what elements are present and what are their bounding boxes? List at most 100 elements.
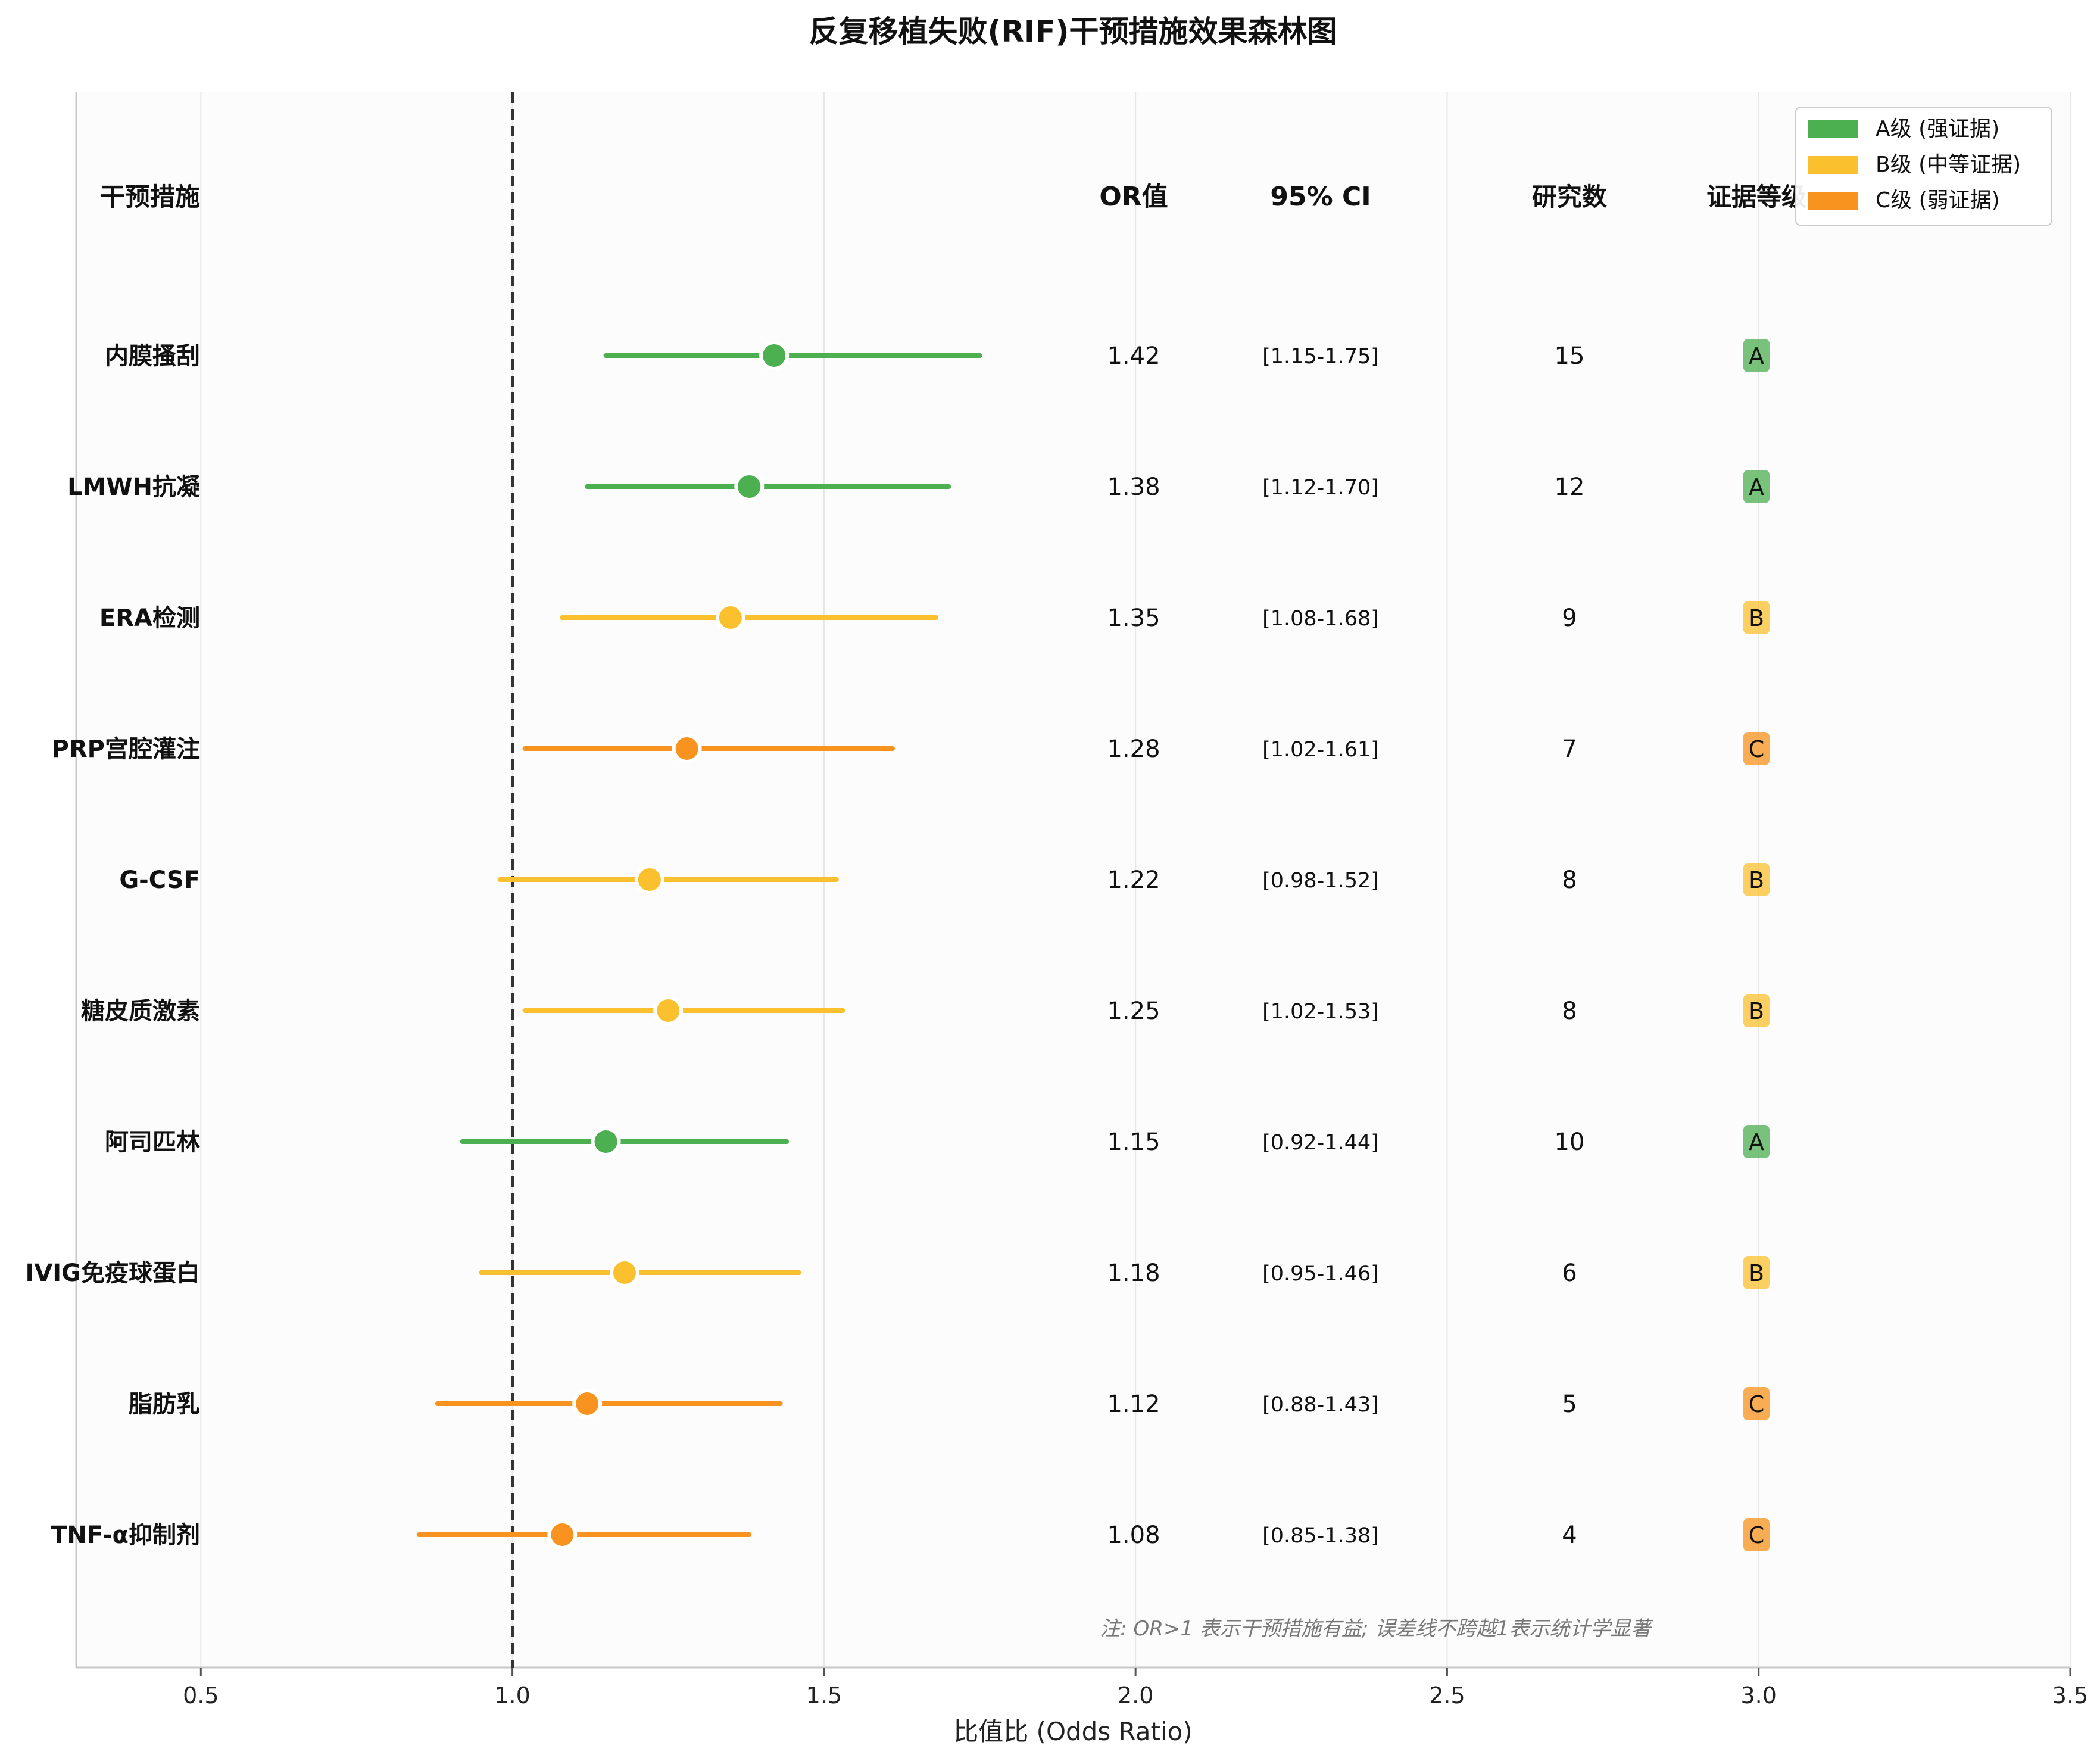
or-point-marker [672,734,702,763]
row-or-value: 1.22 [1107,867,1160,894]
x-tick-label: 3.5 [2052,1682,2088,1709]
row-or-value: 1.18 [1107,1260,1160,1287]
study-row: TNF-α抑制剂 1.08 [0.85-1.38] 4 C [51,1518,1770,1551]
grade-badge-label: A [1749,474,1764,500]
x-tick-label: 0.5 [183,1682,219,1709]
row-ci-value: [0.95-1.46] [1262,1262,1379,1286]
row-intervention-label: 内膜搔刮 [105,342,200,370]
grade-badge-label: B [1749,998,1764,1024]
or-point-marker [734,472,765,501]
study-row: 糖皮质激素 1.25 [1.02-1.53] 8 B [81,994,1770,1027]
study-row: G-CSF 1.22 [0.98-1.52] 8 B [119,863,1770,896]
row-study-count: 4 [1562,1522,1577,1549]
grade-badge [1743,732,1770,765]
header-ci: 95% CI [1270,182,1371,212]
row-intervention-label: PRP宫腔灌注 [52,735,200,763]
legend-label-c: C级 (弱证据) [1876,188,2000,213]
study-row: 内膜搔刮 1.42 [1.15-1.75] 15 A [105,339,1770,372]
header-intervention: 干预措施 [100,182,200,211]
x-tick-label: 2.0 [1118,1682,1153,1709]
row-study-count: 15 [1555,342,1585,370]
grade-badge-label: B [1749,605,1764,631]
header-grade: 证据等级 [1706,182,1806,211]
chart-title: 反复移植失败(RIF)干预措施效果森林图 [809,14,1337,49]
or-point-marker [547,1520,578,1550]
row-or-value: 1.38 [1107,473,1160,501]
row-study-count: 8 [1562,867,1577,894]
row-study-count: 9 [1562,604,1577,632]
grade-badge [1743,339,1770,372]
footnote: 注: OR>1 表示干预措施有益; 误差线不跨越1表示统计学显著 [1100,1617,1653,1641]
legend-swatch-a [1808,120,1858,138]
row-ci-value: [1.15-1.75] [1262,345,1379,369]
row-ci-value: [1.08-1.68] [1262,607,1379,631]
study-row: ERA检测 1.35 [1.08-1.68] 9 B [99,601,1770,634]
row-ci-value: [1.12-1.70] [1262,476,1379,500]
grade-badge [1743,1518,1770,1551]
row-intervention-label: 阿司匹林 [105,1129,200,1156]
legend: A级 (强证据) B级 (中等证据) C级 (弱证据) [1795,107,2052,226]
row-intervention-label: 糖皮质激素 [81,998,200,1025]
grade-badge-label: B [1749,1260,1764,1286]
legend-swatch-b [1808,156,1858,174]
study-row: IVIG免疫球蛋白 1.18 [0.95-1.46] 6 B [25,1256,1770,1289]
legend-label-a: A级 (强证据) [1876,117,1999,141]
or-point-marker [759,341,790,370]
x-tick-label: 2.5 [1429,1682,1465,1709]
row-ci-value: [0.85-1.38] [1262,1524,1379,1548]
header-or: OR值 [1099,182,1168,212]
grade-badge-label: C [1749,736,1765,762]
x-axis-ticks: 0.5 1.0 1.5 2.0 2.5 3.0 3.5 [183,1668,2088,1709]
legend-label-b: B级 (中等证据) [1876,152,2021,177]
grade-badge [1743,470,1770,503]
grade-badge [1743,863,1770,896]
grade-badge [1743,994,1770,1027]
row-or-value: 1.25 [1107,998,1160,1025]
study-row: 脂肪乳 1.12 [0.88-1.43] 5 C [129,1387,1770,1420]
row-or-value: 1.35 [1107,604,1160,632]
row-study-count: 5 [1562,1391,1577,1418]
study-rows: 内膜搔刮 1.42 [1.15-1.75] 15 A LMWH抗凝 1.38 [1.12-1.… [25,339,1770,1551]
grade-badge-label: B [1749,867,1764,893]
or-point-marker [634,865,664,894]
row-or-value: 1.12 [1107,1391,1160,1418]
legend-box [1795,107,2052,226]
row-ci-value: [1.02-1.53] [1262,1000,1379,1024]
row-ci-value: [1.02-1.61] [1262,738,1379,762]
legend-swatch-c [1808,192,1858,210]
row-intervention-label: ERA检测 [99,604,200,632]
grade-badge [1743,1125,1770,1158]
row-intervention-label: G-CSF [119,867,200,894]
row-intervention-label: TNF-α抑制剂 [51,1522,200,1549]
row-intervention-label: LMWH抗凝 [67,473,200,501]
row-or-value: 1.28 [1107,735,1160,763]
row-or-value: 1.42 [1107,342,1160,370]
row-study-count: 6 [1562,1260,1577,1287]
or-point-marker [591,1127,621,1157]
x-tick-label: 1.5 [806,1682,842,1709]
x-axis-label: 比值比 (Odds Ratio) [953,1717,1193,1746]
row-intervention-label: IVIG免疫球蛋白 [25,1260,200,1287]
grade-badge [1743,601,1770,634]
row-or-value: 1.08 [1107,1522,1160,1549]
study-row: PRP宫腔灌注 1.28 [1.02-1.61] 7 C [52,732,1770,765]
row-ci-value: [0.98-1.52] [1262,869,1379,893]
study-row: 阿司匹林 1.15 [0.92-1.44] 10 A [105,1125,1770,1158]
grade-badge [1743,1387,1770,1420]
or-point-marker [715,603,745,632]
or-point-marker [572,1389,603,1419]
study-row: LMWH抗凝 1.38 [1.12-1.70] 12 A [67,470,1770,503]
row-or-value: 1.15 [1107,1129,1160,1156]
x-tick-label: 3.0 [1741,1682,1777,1709]
row-intervention-label: 脂肪乳 [129,1391,200,1418]
row-study-count: 7 [1562,735,1577,763]
row-ci-value: [0.92-1.44] [1262,1131,1379,1155]
grade-badge [1743,1256,1770,1289]
or-point-marker [609,1258,639,1288]
plot-area [76,92,2070,1668]
grade-badge-label: A [1749,343,1764,369]
row-study-count: 8 [1562,998,1577,1025]
or-point-marker [653,996,684,1026]
